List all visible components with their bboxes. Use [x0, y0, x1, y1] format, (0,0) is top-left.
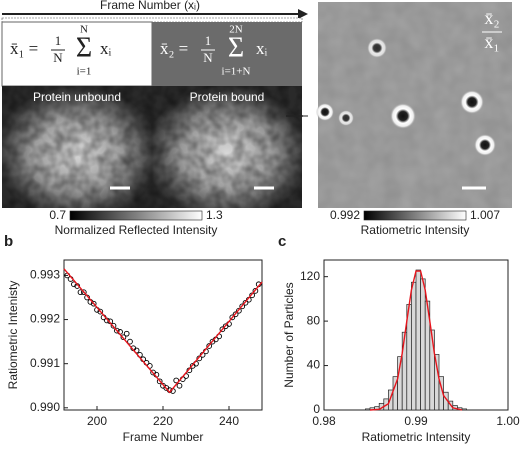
image-unbound	[2, 86, 152, 208]
formula-lhs: x̄₁ =	[10, 39, 38, 58]
point	[80, 289, 87, 296]
formula-num: 1	[55, 33, 62, 48]
x-tick-label: 200	[87, 414, 107, 428]
y-axis-label: Ratiometric Intenisty	[6, 281, 20, 390]
panel-label: c	[278, 233, 286, 250]
panel-label: b	[4, 233, 13, 250]
point	[176, 382, 183, 389]
frame-axis-label: Frame Number (xᵢ)	[100, 0, 200, 12]
point	[252, 288, 259, 294]
bar	[461, 408, 467, 411]
formula-sigma: Σ	[76, 32, 92, 63]
y-axis-label: Number of Particles	[282, 282, 296, 387]
point	[206, 343, 213, 349]
point	[242, 299, 249, 306]
ratio-label: x̄₂ x̄₁	[482, 8, 502, 52]
colorbar-title: Ratiometric Intensity	[361, 223, 470, 237]
formula-bottom: i=1	[77, 66, 92, 78]
point	[219, 326, 226, 333]
point	[113, 327, 120, 334]
point	[123, 330, 130, 337]
x-axis-label: Frame Number	[123, 430, 204, 444]
formula-num: 1	[205, 33, 212, 48]
bar	[365, 408, 371, 411]
colorbar	[69, 210, 203, 221]
x-tick-label: 240	[219, 414, 239, 428]
colorbar-max: 1.3	[206, 208, 223, 222]
y-tick-label: 0.990	[30, 400, 60, 414]
y-tick-label: 120	[300, 269, 320, 283]
formula: x̄₂ = 1 N 2N Σ i=1+N xᵢ	[160, 24, 268, 78]
x-tick-label: 0.99	[404, 414, 428, 428]
point	[239, 303, 246, 310]
y-tick-label: 0.992	[30, 312, 60, 326]
point	[120, 334, 127, 341]
colorbar	[363, 210, 467, 221]
point	[232, 311, 239, 318]
x-axis-label: Ratiometric Intensity	[362, 430, 471, 444]
point	[173, 377, 180, 384]
point	[97, 308, 104, 315]
x-tick-label: 0.98	[312, 414, 336, 428]
point	[127, 338, 133, 345]
y-tick-label: 80	[307, 313, 321, 327]
formula-den: N	[203, 50, 213, 65]
y-tick-label: 0.993	[30, 268, 60, 282]
formula-term: xᵢ	[100, 39, 112, 58]
bar	[420, 278, 426, 411]
y-tick-label: 0.991	[30, 356, 60, 370]
image-label: Protein bound	[190, 90, 265, 104]
formula-top: N	[80, 24, 88, 36]
ratio-den: x̄₁	[484, 32, 499, 52]
y-tick-label: 40	[307, 358, 321, 372]
fit-line	[369, 270, 463, 411]
arrow-head	[298, 9, 308, 19]
formula-box	[152, 22, 302, 86]
formula-lhs: x̄₂ =	[160, 39, 188, 58]
colorbar-min: 0.7	[49, 208, 66, 222]
formula-top: 2N	[229, 24, 243, 36]
colorbar-min: 0.992	[330, 208, 360, 222]
ratio-num: x̄₂	[484, 8, 499, 28]
formula: x̄₁ = 1 N N Σ i=1 xᵢ	[10, 24, 112, 78]
colorbar-title: Normalized Reflected Intensity	[55, 223, 218, 237]
frame-strip	[1, 17, 303, 23]
point	[77, 289, 84, 296]
y-tick-label: 0	[313, 402, 320, 416]
formula-sigma: Σ	[228, 32, 244, 63]
colorbar-max: 1.007	[470, 208, 500, 222]
fit-line	[63, 268, 263, 394]
formula-den: N	[53, 50, 63, 65]
point	[229, 314, 236, 321]
x-tick-label: 1.00	[496, 414, 520, 428]
image-label: Protein unbound	[33, 90, 121, 104]
image-ratio	[316, 2, 512, 208]
point	[110, 322, 117, 329]
plot-frame	[63, 259, 263, 411]
formula-term: xᵢ	[256, 39, 268, 58]
point	[236, 307, 242, 314]
point	[156, 378, 163, 385]
x-tick-label: 220	[153, 414, 173, 428]
point	[90, 300, 97, 307]
bar	[411, 281, 417, 411]
formula-bottom: i=1+N	[222, 66, 251, 78]
image-bound	[152, 86, 302, 208]
bar	[415, 269, 421, 411]
